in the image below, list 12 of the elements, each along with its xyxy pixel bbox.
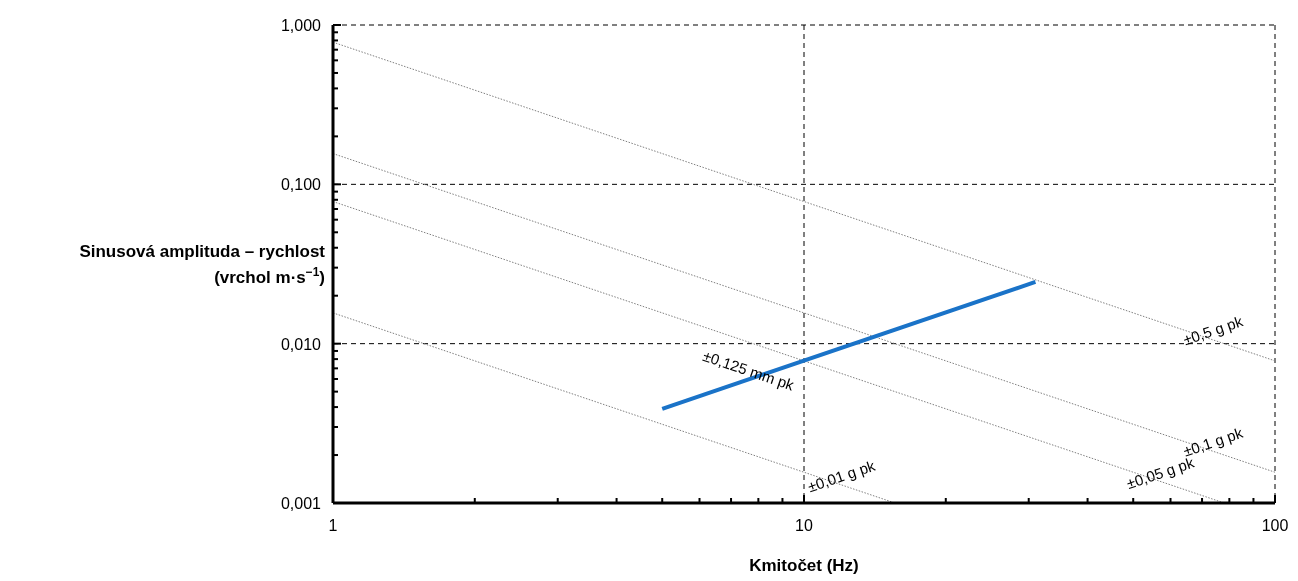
annotation: ±0,01 g pk: [805, 456, 878, 496]
y-axis-title: Sinusová amplituda – rychlost (vrchol m·s$^{−1}$): [79, 242, 326, 287]
y-tick-label: 0,001: [280, 495, 322, 512]
x-tick-label: 1: [328, 517, 338, 534]
y-tick-label: 1,000: [280, 17, 322, 34]
x-tick-label: 100: [1261, 517, 1289, 534]
y-tick-label: 0,100: [280, 176, 322, 194]
x-axis-title: Kmitočet (Hz): [749, 556, 859, 575]
x-tick-label: 10: [795, 517, 813, 534]
annotation: ±0,125 mm pk: [700, 346, 797, 394]
y-tick-label: 0,010: [280, 335, 322, 353]
annotation: ±0,5 g pk: [1180, 312, 1246, 349]
